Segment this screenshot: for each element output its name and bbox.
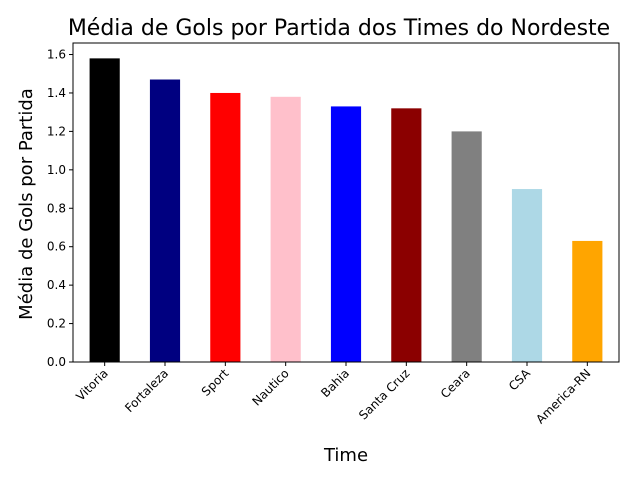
y-tick-label: 1.2	[47, 124, 66, 138]
x-tick-label: Fortaleza	[122, 366, 171, 415]
chart-title: Média de Gols por Partida dos Times do N…	[68, 16, 610, 41]
y-tick-label: 0.6	[47, 240, 66, 254]
y-tick-label: 1.6	[47, 48, 66, 62]
x-tick-label: Santa Cruz	[356, 366, 412, 422]
y-tick-label: 0.4	[47, 278, 66, 292]
bar-nautico	[270, 96, 301, 363]
x-tick-label: Nautico	[249, 366, 291, 408]
x-tick-label: Ceara	[438, 366, 473, 401]
bar-sport	[210, 92, 241, 362]
y-axis-ticks: 0.0 0.2 0.4 0.6 0.8 1.0 1.2 1.4 1.6	[47, 48, 73, 369]
bar-vitoria	[89, 58, 120, 362]
x-tick-label: Sport	[199, 366, 232, 399]
y-axis-label: Média de Gols por Partida	[16, 88, 37, 320]
x-tick-label: CSA	[506, 366, 534, 394]
bar-america-rn	[572, 240, 603, 362]
y-tick-label: 0.8	[47, 201, 66, 215]
x-tick-label: Bahia	[318, 366, 352, 400]
bar-santa-cruz	[391, 108, 422, 363]
y-tick-label: 0.2	[47, 317, 66, 331]
x-tick-label: Vitoria	[73, 366, 110, 403]
y-tick-label: 0.0	[47, 355, 66, 369]
plot-frame	[72, 42, 620, 363]
bar-bahia	[330, 106, 362, 362]
bar-fortaleza	[149, 79, 181, 362]
x-tick-label: America-RN	[533, 366, 593, 426]
bars-group	[89, 58, 603, 363]
bar-ceara	[451, 131, 482, 362]
y-tick-label: 1.0	[47, 163, 66, 177]
x-axis-ticks: Vitoria Fortaleza Sport Nautico Bahia Santa C…	[73, 362, 593, 426]
x-axis-label: Time	[323, 445, 368, 466]
y-tick-label: 1.4	[47, 86, 66, 100]
bar-csa	[511, 189, 543, 362]
